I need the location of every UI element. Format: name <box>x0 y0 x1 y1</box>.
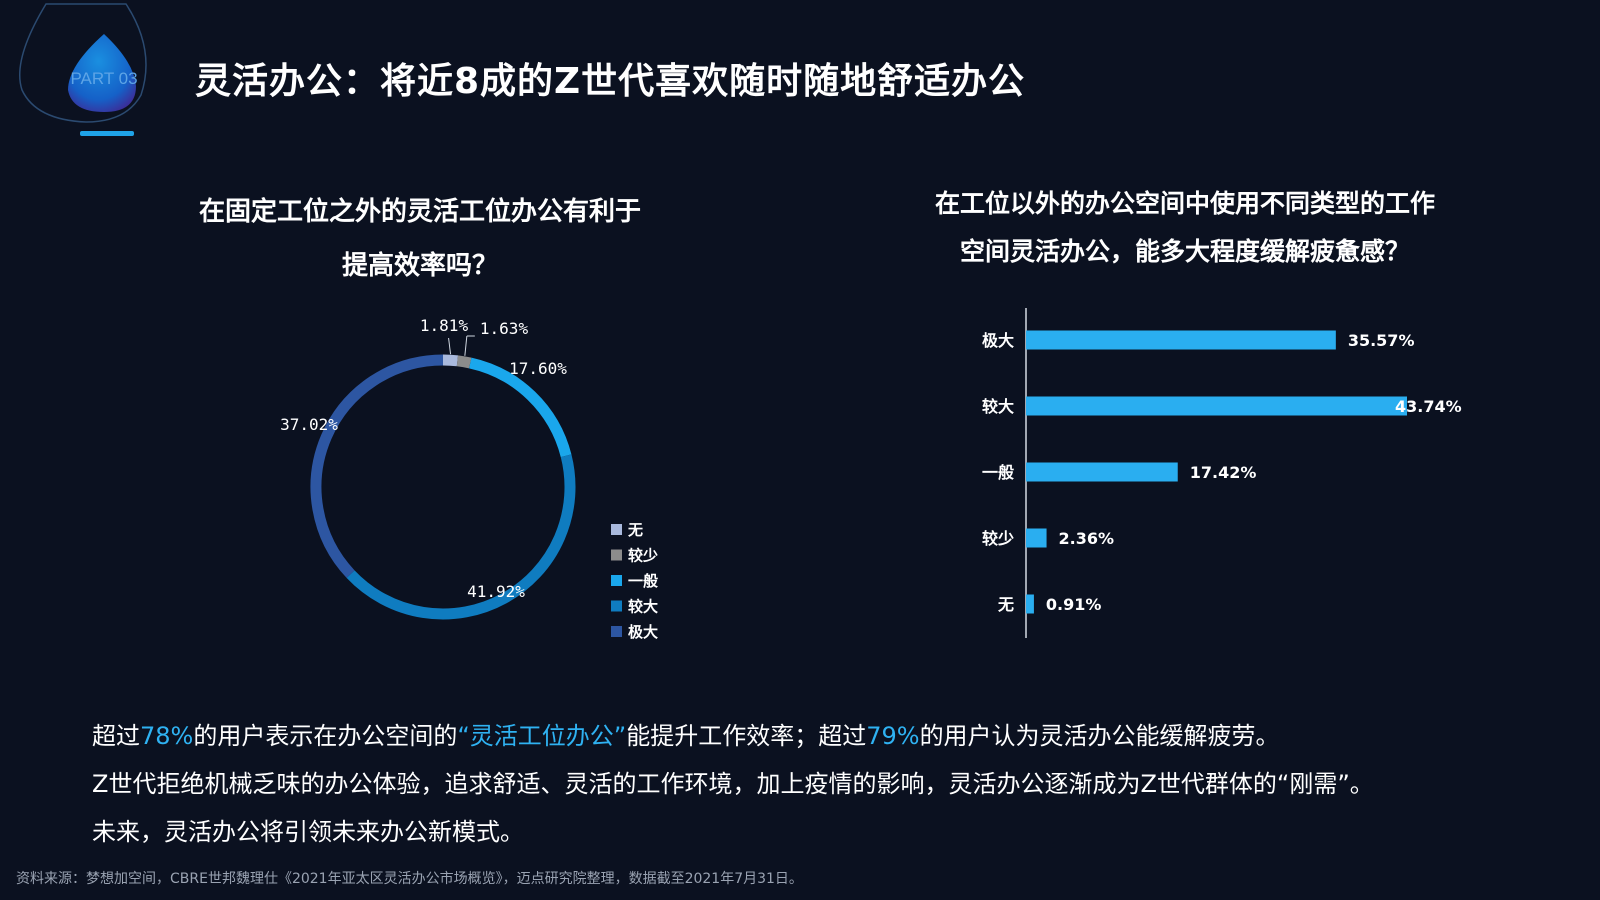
bar-category-label-2: 较大 <box>982 397 1014 416</box>
badge-outline <box>19 3 147 123</box>
bar-value-label-1: 35.57% <box>1348 331 1415 350</box>
donut-label-3: 17.60% <box>509 359 567 378</box>
bar-title-line-1: 在工位以外的办公空间中使用不同类型的工作 <box>934 189 1435 218</box>
summary-line-1-part-2: 的用户表示在办公空间的 <box>193 722 458 750</box>
title-underline <box>80 131 134 136</box>
part-badge: PART 03 <box>16 0 156 124</box>
legend-label-2: 较少 <box>628 547 658 565</box>
summary-highlight-flex-desk: “灵活工位办公” <box>457 722 627 750</box>
donut-label-2: 1.63% <box>480 319 529 338</box>
summary-line-1-part-3: 能提升工作效率；超过 <box>626 722 867 750</box>
bar-category-label-5: 无 <box>997 595 1014 614</box>
donut-label-5: 37.02% <box>280 415 338 434</box>
donut-title-line-2: 提高效率吗？ <box>341 251 498 281</box>
legend-label-3: 一般 <box>628 572 658 590</box>
donut-chart-title: 在固定工位之外的灵活工位办公有利于 提高效率吗？ <box>160 185 680 293</box>
summary-line-1-part-1: 超过 <box>92 722 140 750</box>
page-title: 灵活办公：将近8成的Z世代喜欢随时随地舒适办公 <box>195 61 1026 102</box>
bar-category-label-1: 极大 <box>982 331 1014 350</box>
bar-value-label-4: 2.36% <box>1059 529 1115 548</box>
summary-line-3: 未来，灵活办公将引领未来办公新模式。 <box>92 818 524 846</box>
bar-chart-title: 在工位以外的办公空间中使用不同类型的工作 空间灵活办公，能多大程度缓解疲惫感？ <box>900 180 1470 276</box>
donut-slice-2 <box>456 355 472 369</box>
bar-value-label-2: 43.74% <box>1395 397 1462 416</box>
bar-4 <box>1026 528 1047 548</box>
legend-label-5: 极大 <box>628 623 658 641</box>
summary-highlight-79: 79% <box>866 722 920 750</box>
donut-slice-4 <box>346 454 576 620</box>
badge-drop <box>68 34 136 112</box>
legend-swatch-5 <box>611 626 622 637</box>
bar-category-label-3: 一般 <box>982 463 1014 482</box>
bar-3 <box>1026 462 1178 482</box>
bar-1 <box>1026 330 1336 350</box>
summary-line-1-part-4: 的用户认为灵活办公能缓解疲劳。 <box>919 722 1280 750</box>
bar-category-label-4: 较少 <box>982 529 1014 548</box>
donut-title-line-1: 在固定工位之外的灵活工位办公有利于 <box>198 197 641 227</box>
donut-slice-1 <box>442 354 459 367</box>
source-note: 资料来源：梦想加空间，CBRE世邦魏理仕《2021年亚太区灵活办公市场概览》，迈… <box>16 871 803 887</box>
bar-2 <box>1026 396 1407 416</box>
donut-label-1: 1.81% <box>420 316 469 335</box>
summary-line-1: 超过78%的用户表示在办公空间的“灵活工位办公”能提升工作效率；超过79%的用户… <box>92 712 1572 760</box>
bar-5 <box>1026 594 1034 614</box>
legend-swatch-3 <box>611 575 622 586</box>
legend-swatch-4 <box>611 600 622 612</box>
donut-leader-line-2 <box>464 335 468 356</box>
bar-value-label-3: 17.42% <box>1190 463 1257 482</box>
summary-line-2: Z世代拒绝机械乏味的办公体验，追求舒适、灵活的工作环境，加上疫情的影响，灵活办公… <box>92 770 1374 798</box>
badge-text: PART 03 <box>70 69 137 88</box>
summary-highlight-78: 78% <box>140 722 194 750</box>
legend-swatch-1 <box>611 524 622 535</box>
donut-leader-line-1 <box>448 337 452 355</box>
legend-label-1: 无 <box>627 521 643 539</box>
donut-label-4: 41.92% <box>467 582 525 601</box>
legend-label-4: 较大 <box>628 598 658 616</box>
bar-value-label-5: 0.91% <box>1046 595 1102 614</box>
donut-slice-3 <box>468 357 572 458</box>
bar-title-line-2: 空间灵活办公，能多大程度缓解疲惫感？ <box>959 237 1410 266</box>
donut-slice-5 <box>310 354 444 578</box>
legend-swatch-2 <box>611 549 622 561</box>
badge-graphic: PART 03 <box>19 3 147 123</box>
summary-text: 超过78%的用户表示在办公空间的“灵活工位办公”能提升工作效率；超过79%的用户… <box>92 712 1572 856</box>
